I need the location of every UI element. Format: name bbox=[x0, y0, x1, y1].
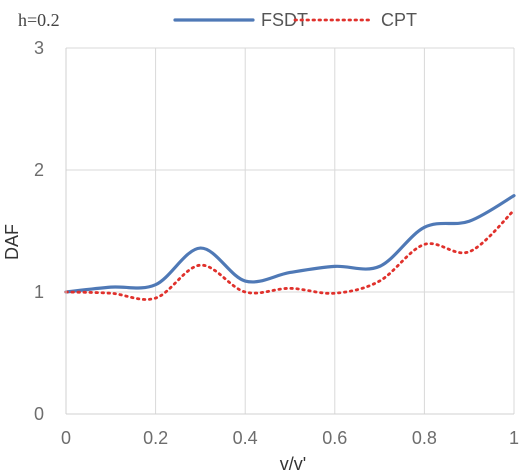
x-tick-label: 0.6 bbox=[322, 428, 347, 448]
grid-layer bbox=[66, 47, 515, 414]
y-tick-label: 3 bbox=[34, 38, 44, 58]
y-tick-label: 0 bbox=[34, 404, 44, 424]
legend-label-fsdt: FSDT bbox=[261, 10, 308, 30]
y-tick-label: 1 bbox=[34, 282, 44, 302]
y-tick-label: 2 bbox=[34, 160, 44, 180]
y-axis-label: DAF bbox=[2, 224, 22, 260]
x-tick-label: 0.2 bbox=[143, 428, 168, 448]
legend: FSDT CPT bbox=[173, 10, 417, 30]
x-tick-label: 0.8 bbox=[412, 428, 437, 448]
axes-layer: 0 0.2 0.4 0.6 0.8 1 0 1 2 3 bbox=[34, 38, 519, 448]
x-axis-label: v/v' bbox=[280, 454, 306, 471]
x-tick-label: 0 bbox=[61, 428, 71, 448]
annotation-text: h=0.2 bbox=[18, 10, 60, 30]
series-line-fsdt bbox=[64, 194, 516, 294]
series-layer bbox=[64, 194, 516, 301]
legend-label-cpt: CPT bbox=[381, 10, 417, 30]
x-tick-label: 1 bbox=[509, 428, 519, 448]
series-line-cpt bbox=[64, 208, 516, 301]
x-tick-label: 0.4 bbox=[233, 428, 258, 448]
